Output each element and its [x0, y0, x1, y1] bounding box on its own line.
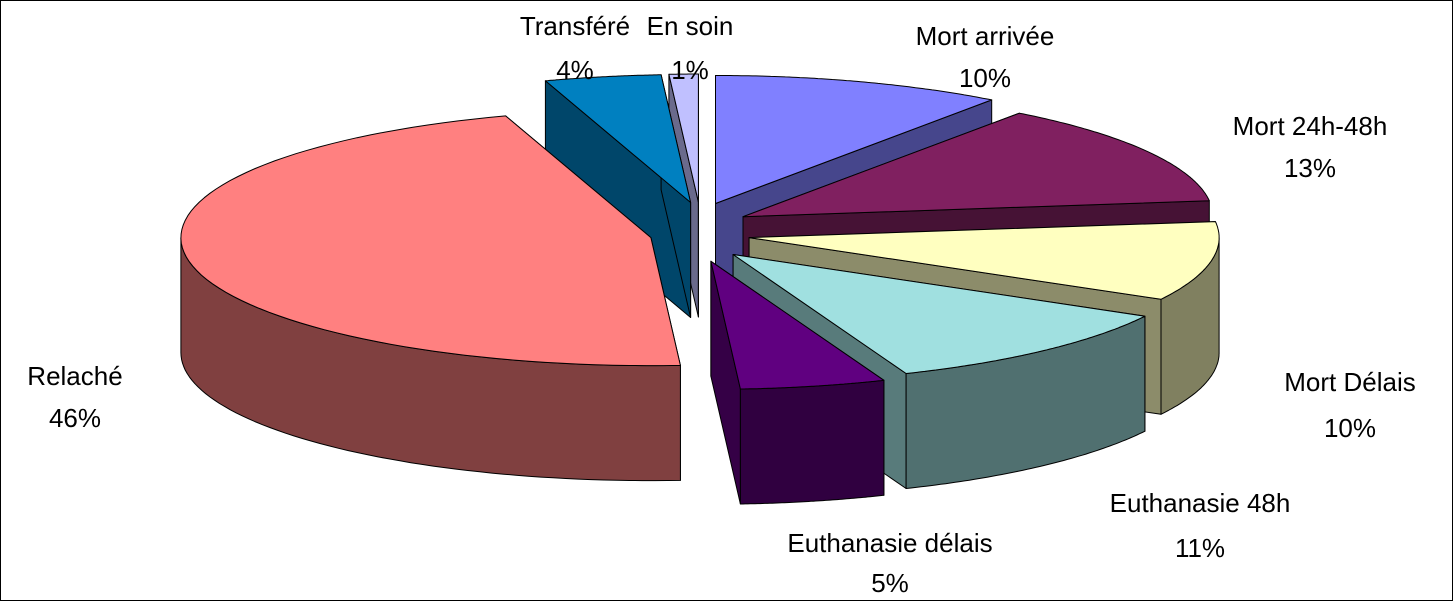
- slice-value-label: 5%: [871, 568, 909, 598]
- slice-value-label: 10%: [959, 63, 1011, 93]
- slice-top: [715, 75, 993, 204]
- slice-value-label: 4%: [556, 55, 594, 85]
- slice-value-label: 1%: [671, 55, 709, 85]
- slice-value-label: 11%: [1175, 533, 1225, 563]
- slice-label: Mort arrivée: [916, 21, 1055, 51]
- slice-top: [180, 115, 681, 367]
- slice-top: [668, 73, 699, 203]
- slice-label: En soin: [647, 11, 734, 41]
- slice-label: Transféré: [520, 11, 630, 41]
- slice-label: Mort 24h-48h: [1233, 111, 1388, 141]
- slice-value-label: 10%: [1324, 413, 1376, 443]
- slice-wall: [739, 379, 885, 505]
- slice-top: [748, 221, 1220, 300]
- slice-value-label: 46%: [49, 403, 101, 433]
- slice-value-label: 13%: [1284, 153, 1336, 183]
- slice: [710, 260, 885, 505]
- slice-label: Relaché: [27, 361, 122, 391]
- slice-label: Euthanasie 48h: [1110, 488, 1291, 518]
- slice-label: Mort Délais: [1284, 367, 1415, 397]
- slice-top: [742, 112, 1210, 218]
- slice-top: [544, 74, 692, 203]
- slice-label: Euthanasie délais: [787, 528, 992, 558]
- slice-top: [710, 260, 885, 390]
- slice-top: [732, 254, 1146, 374]
- slice: [180, 115, 681, 482]
